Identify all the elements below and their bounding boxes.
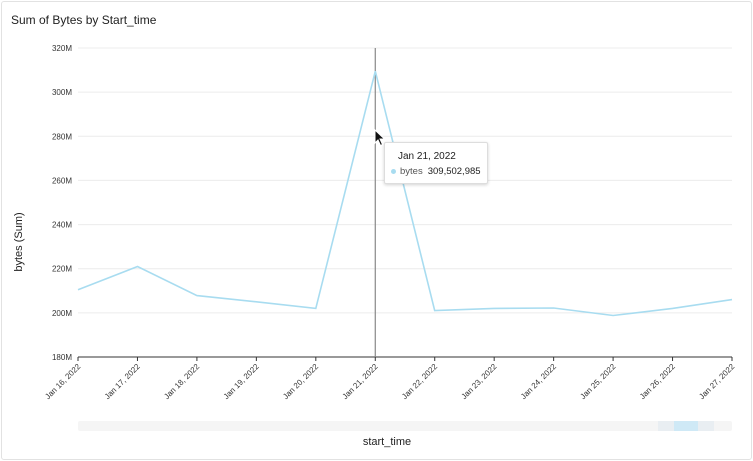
x-axis-title: start_time: [363, 436, 411, 448]
y-tick-label: 180M: [52, 353, 72, 362]
x-tick-label: Jan 21, 2022: [341, 362, 380, 401]
series-line-bytes[interactable]: [77, 71, 733, 317]
x-axis-ticks: Jan 16, 2022 Jan 17, 2022 Jan 18, 2022 Jan …: [43, 357, 737, 401]
y-axis-title: bytes (Sum): [13, 212, 25, 271]
x-tick-label: Jan 17, 2022: [103, 362, 142, 401]
y-tick-label: 280M: [52, 132, 72, 141]
y-tick-label: 260M: [52, 176, 72, 185]
y-axis-ticks: 180M 200M 220M 240M 260M 280M 300M 320M: [52, 44, 72, 362]
mouse-pointer-icon: [374, 129, 386, 147]
y-tick-label: 240M: [52, 221, 72, 230]
tooltip-value: 309,502,985: [427, 166, 481, 177]
x-tick-label: Jan 19, 2022: [222, 362, 261, 401]
y-tick-label: 320M: [52, 44, 72, 53]
tooltip-date: Jan 21, 2022: [398, 151, 456, 162]
y-tick-label: 220M: [52, 265, 72, 274]
chart-title: Sum of Bytes by Start_time: [11, 13, 157, 27]
x-tick-label: Jan 16, 2022: [43, 362, 82, 401]
x-tick-label: Jan 25, 2022: [578, 362, 617, 401]
gridlines: [78, 47, 732, 314]
tooltip-row: bytes 309,502,985: [391, 166, 481, 177]
y-tick-label: 300M: [52, 88, 72, 97]
scrollbar-thumb-grip[interactable]: [674, 421, 698, 431]
x-tick-label: Jan 23, 2022: [460, 362, 499, 401]
range-scrollbar[interactable]: [78, 421, 732, 431]
x-tick-label: Jan 27, 2022: [697, 362, 736, 401]
x-tick-label: Jan 20, 2022: [281, 362, 320, 401]
data-tooltip: Jan 21, 2022 bytes 309,502,985: [384, 142, 488, 184]
x-tick-label: Jan 26, 2022: [638, 362, 677, 401]
x-tick-label: Jan 22, 2022: [400, 362, 439, 401]
y-tick-label: 200M: [52, 309, 72, 318]
series-color-dot: [391, 169, 396, 174]
scrollbar-thumb[interactable]: [658, 421, 714, 431]
x-tick-label: Jan 24, 2022: [519, 362, 558, 401]
tooltip-series-name: bytes: [400, 166, 423, 177]
x-tick-label: Jan 18, 2022: [162, 362, 201, 401]
